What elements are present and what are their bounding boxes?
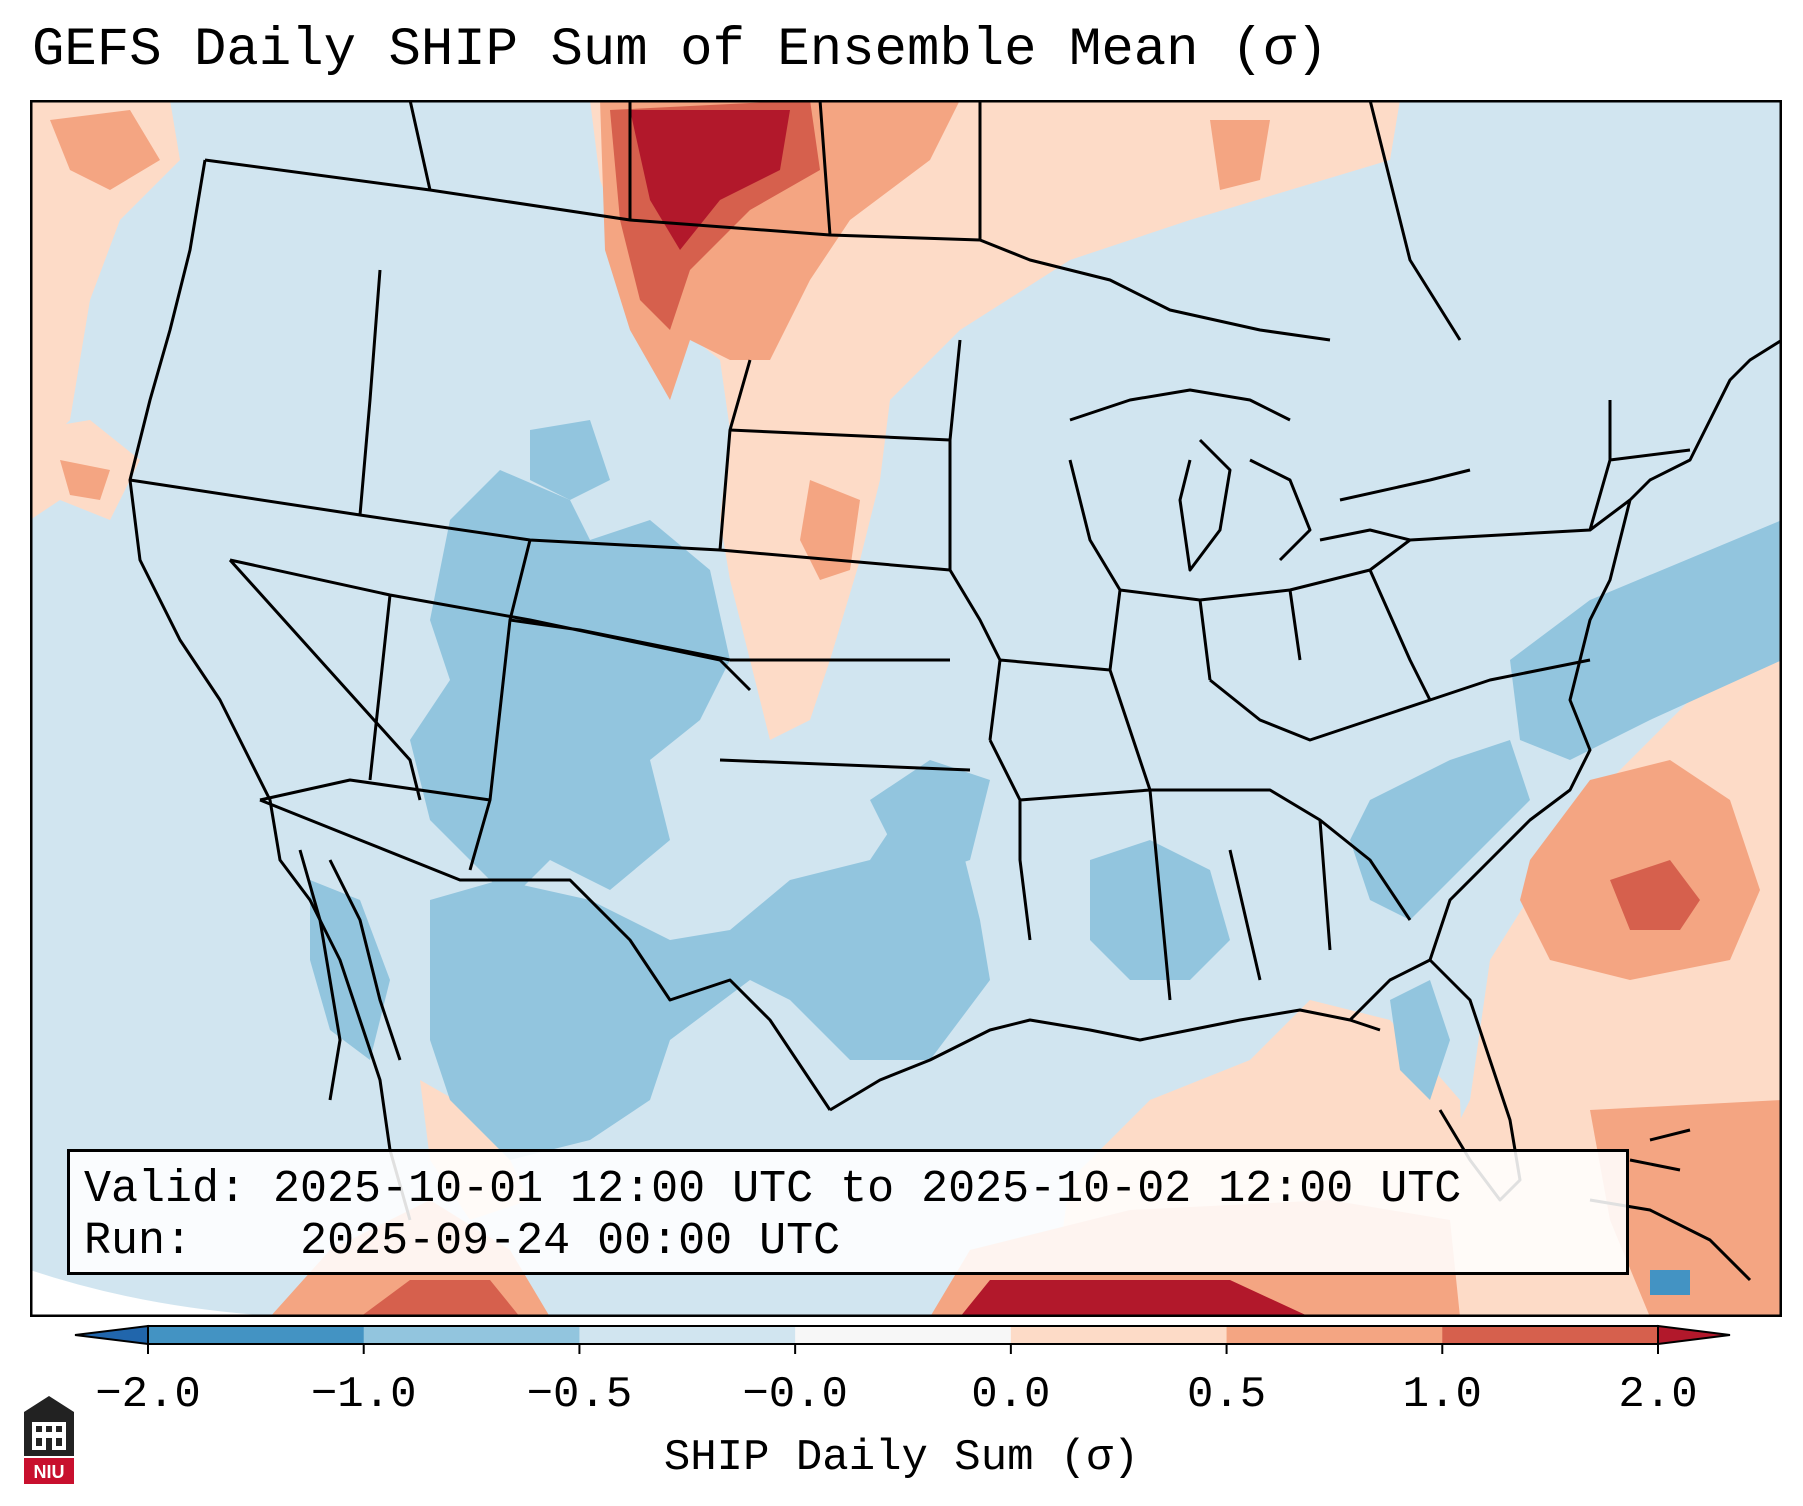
colorbar-tick-label: −2.0 (95, 1370, 201, 1420)
colorbar-tick-label: 0.0 (971, 1370, 1051, 1420)
gulf-coast (829, 1008, 1381, 1112)
colorbar-bin (1226, 1326, 1443, 1344)
colorbar-outline (147, 1325, 1659, 1345)
state-lines-west (129, 269, 971, 871)
anomaly-wyoming (530, 420, 610, 500)
anomaly-gulf-extreme (960, 1280, 1310, 1317)
colorbar-bins (148, 1326, 1659, 1344)
colorbar-tick-label: −1.0 (310, 1370, 417, 1420)
anomaly-montana-extreme (630, 110, 790, 250)
map-panel[interactable]: Valid: 2025-10-01 12:00 UTC to 2025-10-0… (30, 100, 1782, 1317)
colorbar-bin (795, 1326, 1012, 1344)
anomaly-carolinas (1350, 740, 1530, 920)
colorbar-label: SHIP Daily Sum (σ) (663, 1433, 1140, 1483)
anomaly-mexico-pacific-peak (360, 1280, 520, 1317)
anomaly-baja (310, 880, 390, 1060)
colorbar-tick-label: 2.0 (1618, 1370, 1698, 1420)
colorbar-bin (363, 1326, 580, 1344)
projection-edge-lower-left (30, 1270, 290, 1317)
great-lakes (1069, 388, 1471, 572)
niu-logo-icon: NIU (24, 1396, 74, 1484)
colorbar-bin (1010, 1326, 1228, 1344)
logo-text: NIU (34, 1462, 65, 1482)
colorbar-extend-low (74, 1324, 149, 1346)
chart-title: GEFS Daily SHIP Sum of Ensemble Mean (σ) (32, 20, 1329, 81)
colorbar-tick-label: −0.5 (526, 1370, 633, 1420)
anomaly-pacific-nw-core (50, 110, 160, 190)
valid-run-info-box: Valid: 2025-10-01 12:00 UTC to 2025-10-0… (67, 1149, 1629, 1275)
map-frame (30, 100, 1782, 1317)
anomaly-atlantic-peak (1610, 860, 1700, 930)
anomaly-florida (1390, 980, 1450, 1100)
valid-line: Valid: 2025-10-01 12:00 UTC to 2025-10-0… (84, 1164, 1461, 1215)
colorbar-tick-label: 1.0 (1402, 1370, 1482, 1420)
run-line: Run: 2025-09-24 00:00 UTC (84, 1216, 840, 1267)
run-label: Run: (84, 1216, 193, 1267)
state-lines-east (1148, 400, 1691, 1001)
baja-california (298, 849, 402, 1101)
colorbar-ticks (147, 1344, 1659, 1354)
valid-value: 2025-10-01 12:00 UTC to 2025-10-02 12:00… (273, 1164, 1462, 1215)
us-canada-border (204, 158, 1331, 342)
colorbar (74, 1324, 1731, 1354)
west-coast (128, 159, 412, 1221)
anomaly-kansas-core (800, 480, 860, 580)
east-coast (1428, 338, 1782, 961)
map-canvas[interactable] (30, 100, 1782, 1317)
colorbar-tick-label: −0.0 (742, 1370, 848, 1420)
map-boundaries (128, 100, 1782, 1282)
colorbar-extend-high (1657, 1324, 1731, 1346)
negative-anomaly-regions (310, 420, 1782, 1295)
us-mexico-border-west (259, 798, 510, 882)
colorbar-tick-label: 0.5 (1186, 1370, 1267, 1420)
canada-provinces (408, 100, 1462, 341)
anomaly-great-lakes-core (1210, 120, 1270, 190)
state-lines-central (729, 339, 1591, 941)
anomaly-pacific-nw (30, 100, 180, 460)
colorbar-bin (148, 1326, 365, 1344)
colorbar-bin (1442, 1326, 1659, 1344)
valid-label: Valid: (84, 1164, 247, 1215)
anomaly-mid-atlantic-ocean (1510, 520, 1782, 760)
run-value: 2025-09-24 00:00 UTC (300, 1216, 841, 1267)
anomaly-cuba-strong (1650, 1270, 1690, 1295)
anomaly-texas-mexico (430, 800, 990, 1160)
anomaly-ca-coast-core (60, 460, 110, 500)
colorbar-bin (579, 1326, 796, 1344)
anomaly-oklahoma (870, 760, 990, 880)
texas-mexico-border (510, 878, 832, 1111)
